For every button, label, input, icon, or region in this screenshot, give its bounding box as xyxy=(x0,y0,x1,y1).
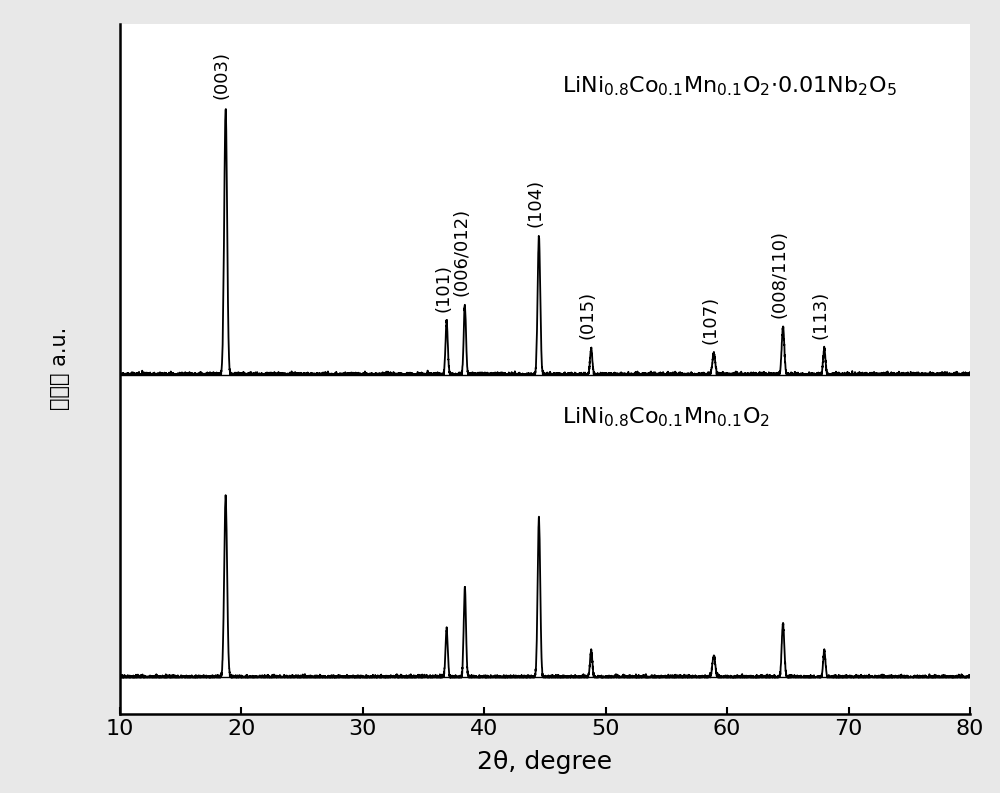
Text: (006/012): (006/012) xyxy=(452,209,470,297)
Text: LiNi$_{0.8}$Co$_{0.1}$Mn$_{0.1}$O$_2$: LiNi$_{0.8}$Co$_{0.1}$Mn$_{0.1}$O$_2$ xyxy=(562,405,770,429)
Text: (107): (107) xyxy=(701,297,719,344)
Text: (015): (015) xyxy=(578,291,596,339)
X-axis label: 2θ, degree: 2θ, degree xyxy=(477,749,613,774)
Text: LiNi$_{0.8}$Co$_{0.1}$Mn$_{0.1}$O$_2$$\cdot$0.01Nb$_2$O$_5$: LiNi$_{0.8}$Co$_{0.1}$Mn$_{0.1}$O$_2$$\c… xyxy=(562,74,897,98)
Text: (104): (104) xyxy=(526,179,544,228)
Text: (008/110): (008/110) xyxy=(770,230,788,318)
Text: (113): (113) xyxy=(812,291,830,339)
Text: (101): (101) xyxy=(434,264,452,312)
Text: 强度， a.u.: 强度， a.u. xyxy=(50,328,70,410)
Text: (003): (003) xyxy=(213,52,231,99)
